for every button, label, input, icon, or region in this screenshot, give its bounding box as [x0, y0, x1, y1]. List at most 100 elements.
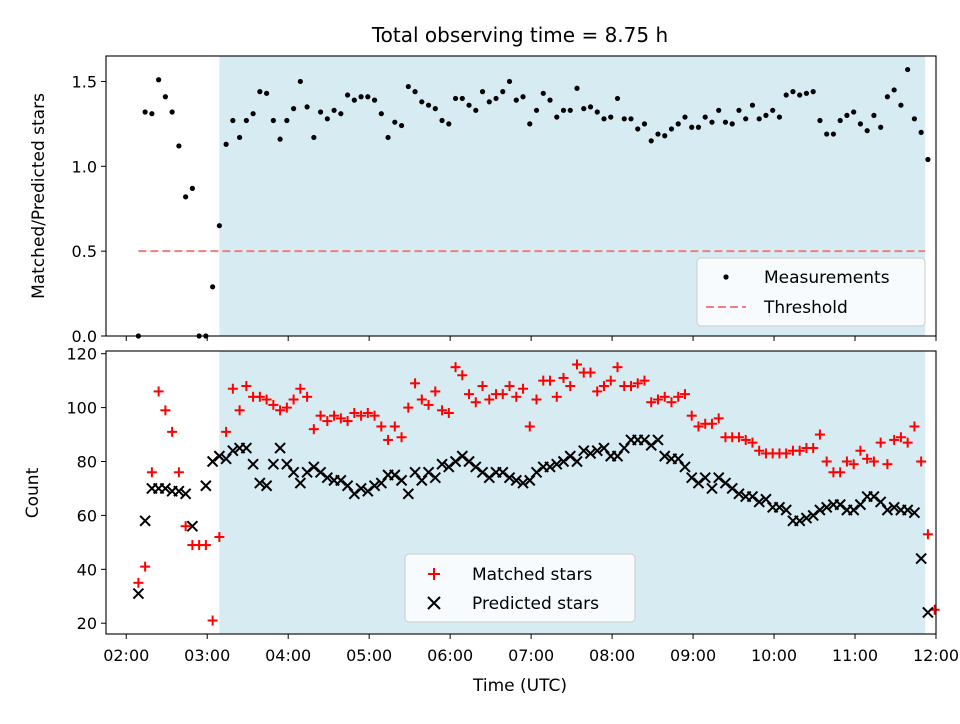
measurement-point: [473, 107, 479, 113]
legend-matched-marker: [428, 568, 440, 580]
measurement-point: [378, 111, 384, 117]
measurement-point: [162, 94, 168, 100]
measurement-point: [412, 89, 418, 95]
measurement-point: [149, 111, 155, 117]
measurement-point: [851, 109, 857, 115]
matched-star-point: [565, 381, 576, 392]
matched-star-point: [227, 383, 238, 394]
measurement-point: [803, 90, 810, 96]
measurement-point: [500, 89, 506, 95]
matched-star-point: [167, 426, 178, 437]
measurement-point: [156, 77, 162, 83]
top-legend: Measurements Threshold: [696, 257, 926, 327]
matched-star-point: [686, 410, 697, 421]
matched-star-point: [342, 416, 353, 427]
measurement-point: [925, 156, 931, 163]
measurement-point: [857, 121, 864, 127]
matched-star-point: [160, 405, 171, 416]
predicted-star-point: [287, 466, 300, 478]
predicted-star-point: [881, 504, 894, 516]
matched-star-point: [868, 456, 879, 467]
matched-star-point: [302, 391, 313, 402]
matched-star-point: [572, 359, 583, 370]
measurement-point: [763, 112, 769, 118]
matched-star-point: [484, 394, 495, 405]
measurement-point: [797, 92, 803, 98]
predicted-star-point: [355, 482, 367, 495]
matched-star-point: [693, 421, 704, 432]
measurement-point: [864, 128, 870, 134]
matched-star-point: [221, 426, 232, 437]
chart-title: Total observing time = 8.75 h: [371, 23, 668, 47]
predicted-star-point: [591, 445, 603, 457]
matched-star-point: [322, 416, 333, 427]
matched-star-point: [241, 381, 252, 392]
matched-star-point: [531, 394, 542, 405]
predicted-star-point: [247, 458, 259, 470]
measurement-point: [189, 185, 195, 191]
predicted-star-point: [260, 480, 273, 492]
predicted-star-point: [571, 455, 583, 468]
matched-star-point: [841, 456, 852, 467]
predicted-star-point: [706, 482, 718, 495]
measurement-point: [405, 83, 411, 90]
matched-star-point: [443, 407, 454, 418]
measurement-point: [540, 90, 546, 96]
measurement-point: [554, 114, 560, 120]
measurement-point: [169, 109, 175, 115]
matched-star-point: [882, 459, 893, 470]
y-tick-label: 80: [77, 453, 97, 472]
measurement-point: [891, 87, 897, 93]
measurement-point: [338, 111, 344, 117]
matched-star-point: [922, 529, 933, 540]
measurement-point: [493, 95, 499, 102]
predicted-star-point: [915, 552, 927, 565]
matched-star-point: [207, 615, 218, 626]
x-tick-label: 10:00: [751, 646, 797, 665]
x-tick-label: 07:00: [508, 646, 554, 665]
matched-star-point: [261, 394, 272, 405]
measurement-point: [614, 95, 621, 102]
y-tick-label: 0.0: [72, 327, 97, 346]
matched-star-point: [464, 389, 475, 400]
legend-threshold-label: Threshold: [763, 298, 848, 318]
matched-star-point: [599, 381, 609, 392]
predicted-star-point: [780, 504, 792, 516]
matched-star-point: [281, 402, 292, 413]
predicted-star-point: [436, 458, 448, 470]
predicted-star-point: [659, 450, 671, 462]
measurement-point: [533, 107, 540, 113]
predicted-star-point: [753, 496, 765, 508]
matched-star-point: [679, 389, 690, 400]
measurement-point: [284, 117, 290, 124]
predicted-star-point: [544, 461, 556, 473]
measurement-point: [513, 97, 519, 103]
matched-star-point: [592, 386, 603, 397]
measurement-point: [392, 119, 398, 125]
matched-star-point: [625, 381, 636, 392]
predicted-star-point: [179, 488, 192, 500]
matched-star-point: [646, 397, 657, 408]
predicted-star-point: [510, 474, 522, 487]
x-tick-label: 03:00: [184, 646, 230, 665]
measurement-point: [270, 117, 276, 124]
matched-star-point: [632, 378, 643, 389]
matched-star-point: [308, 424, 319, 435]
matched-star-point: [808, 443, 819, 454]
bottom-legend-box: [404, 553, 636, 623]
matched-star-point: [504, 381, 515, 392]
matched-star-point: [214, 531, 225, 542]
measurement-point: [587, 104, 594, 110]
matched-star-point: [450, 362, 461, 373]
matched-star-point: [416, 394, 427, 405]
matched-star-point: [383, 434, 394, 445]
measurement-point: [911, 116, 918, 122]
measurement-point: [290, 106, 297, 112]
measurement-point: [520, 94, 526, 100]
matched-star-point: [585, 367, 596, 378]
matched-star-point: [605, 375, 616, 386]
measurement-point: [344, 92, 351, 98]
matched-star-point: [497, 389, 508, 400]
predicted-star-point: [402, 488, 415, 500]
